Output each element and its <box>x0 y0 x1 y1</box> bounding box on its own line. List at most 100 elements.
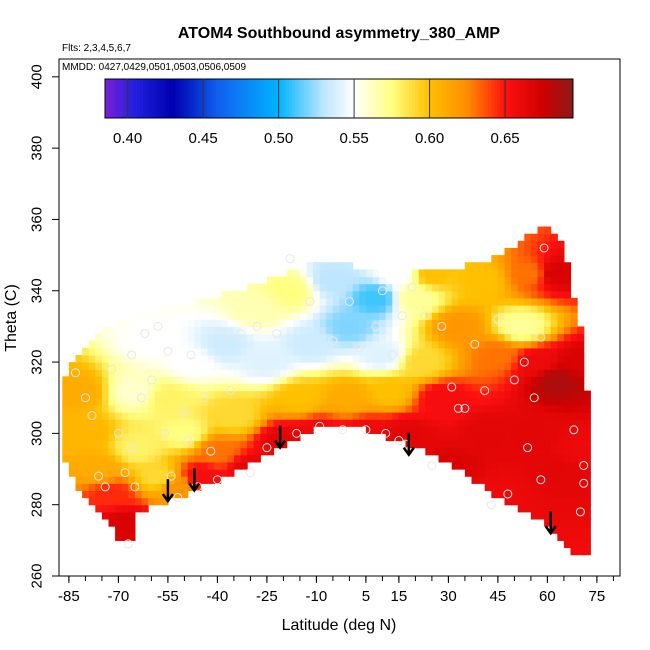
observation-point <box>519 357 529 367</box>
heatmap-cell <box>431 419 440 427</box>
heatmap-cell <box>550 362 558 370</box>
heatmap-cell <box>128 504 136 513</box>
heatmap-cell <box>240 376 248 385</box>
heatmap-cell <box>299 312 308 320</box>
heatmap-cell <box>438 447 446 456</box>
heatmap-cell <box>550 276 558 285</box>
heatmap-cell <box>398 319 407 328</box>
heatmap-cell <box>365 340 374 349</box>
heatmap-cell <box>161 333 169 342</box>
heatmap-cell <box>557 440 565 449</box>
heatmap-cell <box>187 397 195 406</box>
heatmap-cell <box>511 255 519 263</box>
heatmap-cell <box>108 454 116 463</box>
x-axis-label: Latitude (deg N) <box>282 617 397 634</box>
colorbar-segment <box>435 79 439 118</box>
heatmap-cell <box>412 411 420 420</box>
heatmap-cell <box>352 397 360 406</box>
colorbar-segment <box>508 79 513 118</box>
heatmap-cell <box>392 404 400 413</box>
heatmap-cell <box>174 469 182 477</box>
heatmap-cell <box>207 426 215 434</box>
heatmap-cell <box>339 376 347 385</box>
heatmap-cell <box>563 511 572 520</box>
heatmap-cell <box>451 354 459 363</box>
heatmap-cell <box>332 369 341 377</box>
heatmap-cell <box>464 454 473 463</box>
heatmap-cell <box>240 461 248 470</box>
heatmap-cell <box>128 326 136 335</box>
heatmap-cell <box>128 483 136 492</box>
heatmap-cell <box>148 404 156 413</box>
heatmap-cell <box>359 340 367 349</box>
heatmap-cell <box>445 326 453 335</box>
observation-point <box>179 407 189 417</box>
heatmap-cell <box>148 376 156 385</box>
heatmap-cell <box>563 469 572 477</box>
heatmap-cell <box>445 269 453 278</box>
heatmap-cell <box>154 376 162 385</box>
heatmap-cell <box>141 383 149 392</box>
heatmap-cell <box>214 397 222 406</box>
heatmap-cell <box>115 461 123 470</box>
heatmap-cell <box>194 354 202 363</box>
heatmap-cell <box>491 276 499 285</box>
colorbar-segment <box>172 79 176 118</box>
heatmap-cell <box>148 490 156 499</box>
heatmap-cell <box>418 404 426 413</box>
heatmap-cell <box>167 362 176 370</box>
heatmap-cell <box>134 504 143 513</box>
heatmap-cell <box>577 347 585 356</box>
heatmap-cell <box>412 440 420 449</box>
heatmap-cell <box>405 276 413 285</box>
heatmap-cell <box>273 404 281 413</box>
heatmap-cell <box>577 397 585 406</box>
heatmap-cell <box>339 390 347 399</box>
heatmap-cell <box>524 262 532 270</box>
heatmap-cell <box>464 319 473 328</box>
colorbar-segment <box>494 79 498 118</box>
heatmap-cell <box>392 369 400 377</box>
heatmap-cell <box>101 454 110 463</box>
heatmap-cell <box>504 490 512 499</box>
heatmap-cell <box>319 404 327 413</box>
heatmap-cell <box>299 390 308 399</box>
heatmap-cell <box>431 347 440 356</box>
heatmap-cell <box>438 354 446 363</box>
colorbar-segment <box>151 79 156 118</box>
heatmap-cell <box>557 340 565 349</box>
heatmap-cell <box>194 319 202 328</box>
heatmap-cell <box>95 483 103 492</box>
heatmap-cell <box>398 426 407 434</box>
heatmap-cell <box>530 305 539 313</box>
heatmap-cell <box>68 469 77 477</box>
heatmap-cell <box>517 362 525 370</box>
heatmap-cell <box>412 312 420 320</box>
heatmap-cell <box>326 390 334 399</box>
heatmap-cell <box>517 447 525 456</box>
heatmap-cell <box>280 354 288 363</box>
heatmap-cell <box>557 333 565 342</box>
heatmap-cell <box>194 333 202 342</box>
heatmap-cell <box>478 447 486 456</box>
heatmap-cell <box>286 383 294 392</box>
colorbar-segment <box>195 79 200 118</box>
heatmap-cell <box>478 326 486 335</box>
heatmap-cell <box>385 269 393 278</box>
heatmap-cell <box>75 447 83 456</box>
heatmap-cell <box>95 383 103 392</box>
heatmap-cell <box>583 511 591 520</box>
heatmap-cell <box>530 376 539 385</box>
heatmap-cell <box>451 426 459 434</box>
heatmap-cell <box>115 426 123 434</box>
heatmap-cell <box>134 319 143 328</box>
heatmap-cell <box>332 404 341 413</box>
heatmap-cell <box>121 362 129 370</box>
heatmap-cell <box>557 518 565 527</box>
heatmap-cell <box>550 483 558 492</box>
heatmap-cell <box>405 340 413 349</box>
heatmap-cell <box>385 397 393 406</box>
heatmap-cell <box>570 340 578 349</box>
heatmap-cell <box>544 305 552 313</box>
heatmap-cell <box>108 490 116 499</box>
